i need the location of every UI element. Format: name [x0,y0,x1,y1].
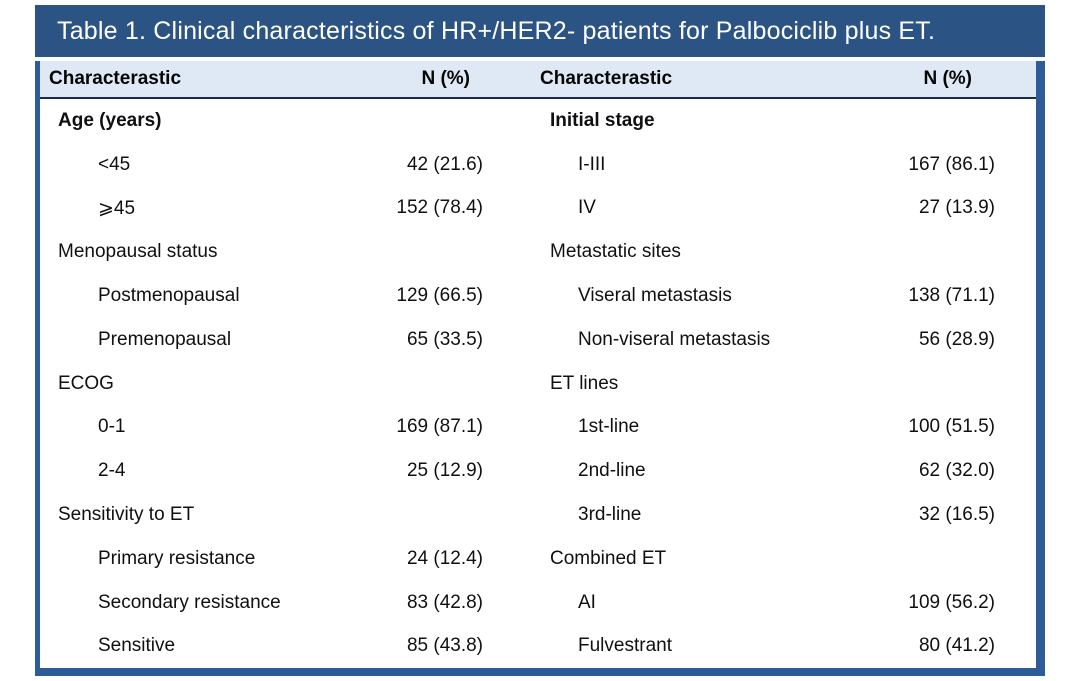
row-value: 32 (16.5) [918,504,995,526]
row-value: 85 (43.8) [406,635,483,657]
row-value: 24 (12.4) [406,547,483,569]
row-label: Sensitive [98,635,176,657]
row-label: Non-viseral metastasis [578,328,771,350]
row-label: Primary resistance [98,547,256,569]
header-characteristic-left: Characterastic [49,68,182,89]
table-row: 2-4 25 (12.9) 2nd-line 62 (32.0) [40,449,1036,493]
table-row: ECOG ET lines [40,362,1036,406]
header-characteristic-right: Characterastic [540,68,673,89]
table-body-frame: Characterastic N (%) Characterastic N (%… [35,61,1045,677]
row-label: 3rd-line [578,504,642,526]
header-n-percent-left: N (%) [421,68,470,89]
row-value: 25 (12.9) [406,460,483,482]
table-row: ⩾45 152 (78.4) IV 27 (13.9) [40,187,1036,231]
table-row: Premenopausal 65 (33.5) Non-viseral metast… [40,318,1036,362]
clinical-table: Table 1. Clinical characteristics of HR+… [35,5,1045,677]
row-value: 167 (86.1) [908,153,995,175]
table-row: Primary resistance 24 (12.4) Combined ET [40,537,1036,581]
title-divider [35,57,1045,61]
row-label: Metastatic sites [550,241,681,263]
row-label: ET lines [550,372,619,394]
row-label: IV [578,197,596,219]
row-value: 65 (33.5) [406,328,483,350]
row-value: 56 (28.9) [918,328,995,350]
row-value: 62 (32.0) [918,460,995,482]
table-row: Sensitive 85 (43.8) Fulvestrant 80 (41.2) [40,625,1036,669]
table-rows: Age (years) Initial stage <45 42 (21.6) I-II… [40,99,1036,668]
row-label: 2nd-line [578,460,646,482]
row-label: AI [578,591,596,613]
row-label: Menopausal status [58,241,218,263]
table-row: <45 42 (21.6) I-III 167 (86.1) [40,143,1036,187]
table-title: Table 1. Clinical characteristics of HR+… [35,5,1045,57]
table-row: Secondary resistance 83 (42.8) AI 109 (56.2… [40,581,1036,625]
row-label: <45 [98,153,131,175]
row-label: Secondary resistance [98,591,281,613]
row-value: 169 (87.1) [396,416,483,438]
row-value: 138 (71.1) [908,285,995,307]
row-value: 100 (51.5) [908,416,995,438]
row-value: 129 (66.5) [396,285,483,307]
row-value: 152 (78.4) [396,197,483,219]
row-label: Initial stage [550,109,655,131]
row-value: 109 (56.2) [908,591,995,613]
row-label: ⩾45 [98,197,136,219]
row-label: Viseral metastasis [578,285,732,307]
table-row: 0-1 169 (87.1) 1st-line 100 (51.5) [40,406,1036,450]
header-n-percent-right: N (%) [923,68,972,89]
row-label: 0-1 [98,416,126,438]
row-label: 1st-line [578,416,640,438]
row-value: 80 (41.2) [918,635,995,657]
row-value: 27 (13.9) [918,197,995,219]
table-row: Sensitivity to ET 3rd-line 32 (16.5) [40,493,1036,537]
table-header-row: Characterastic N (%) Characterastic N (%… [40,61,1036,99]
row-label: 2-4 [98,460,126,482]
row-value: 83 (42.8) [406,591,483,613]
table-row: Postmenopausal 129 (66.5) Viseral metastas… [40,274,1036,318]
row-label: ECOG [58,372,114,394]
row-label: Combined ET [550,547,667,569]
row-value: 42 (21.6) [406,153,483,175]
row-label: I-III [578,153,606,175]
table-row: Age (years) Initial stage [40,99,1036,143]
table-row: Menopausal status Metastatic sites [40,230,1036,274]
row-label: Sensitivity to ET [58,504,195,526]
row-label: Postmenopausal [98,285,240,307]
row-label: Fulvestrant [578,635,672,657]
row-label: Premenopausal [98,328,232,350]
row-label: Age (years) [58,109,162,131]
